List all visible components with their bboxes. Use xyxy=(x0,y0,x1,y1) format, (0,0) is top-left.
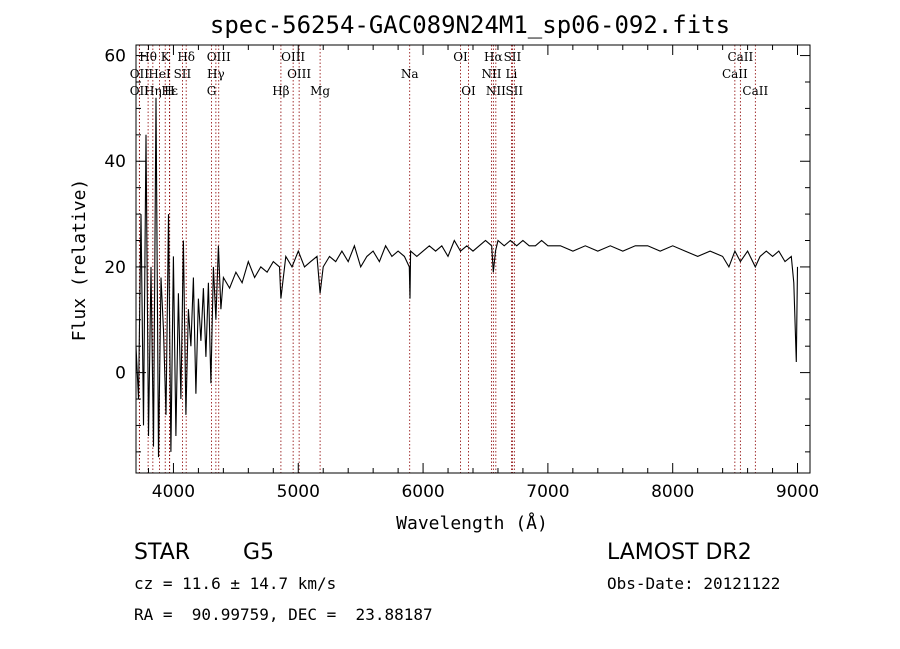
spectral-line-label: Mg xyxy=(310,84,330,98)
spectral-line-label: Hε xyxy=(161,84,178,98)
x-tick-label: 6000 xyxy=(401,482,444,502)
spectral-line-label: HeI xyxy=(148,67,171,81)
chart-title: spec-56254-GAC089N24M1_sp06-092.fits xyxy=(210,11,730,39)
spectral-line-label: Li xyxy=(506,67,518,81)
spectral-line-label: OII xyxy=(130,84,150,98)
subclass-label: G5 xyxy=(243,540,275,565)
spectral-line-label: Hθ xyxy=(139,50,157,64)
spectral-line-markers xyxy=(138,45,756,473)
redshift-readout: cz = 11.6 ± 14.7 km/s xyxy=(134,574,337,593)
spectral-line-label: CaII xyxy=(722,67,748,81)
y-tick-label: 0 xyxy=(115,364,126,384)
spectral-line-label: Hα xyxy=(484,50,503,64)
coordinates-readout: RA = 90.99759, DEC = 23.88187 xyxy=(134,605,433,624)
spectral-line-label: OIII xyxy=(207,50,231,64)
spectral-line-label: OIII xyxy=(281,50,305,64)
spectral-line-label: Hη xyxy=(144,84,162,98)
spectral-line-label: SII xyxy=(505,84,523,98)
spectral-line-label: K xyxy=(161,50,171,64)
spectral-line-label: Hγ xyxy=(207,67,225,81)
spectral-line-label: OI xyxy=(453,50,468,64)
spectral-line-label: OI xyxy=(461,84,476,98)
spectral-line-label: NII xyxy=(486,84,506,98)
spectral-line-label: SII xyxy=(174,67,192,81)
y-tick-label: 20 xyxy=(104,258,126,278)
x-tick-label: 9000 xyxy=(776,482,819,502)
spectral-line-label: OIII xyxy=(287,67,311,81)
spectral-line-label: CaII xyxy=(727,50,753,64)
y-axis-label: Flux (relative) xyxy=(69,179,90,342)
y-tick-label: 60 xyxy=(104,47,126,67)
spectral-line-label: OII xyxy=(130,67,150,81)
y-tick-label: 40 xyxy=(104,152,126,172)
x-tick-label: 5000 xyxy=(277,482,320,502)
x-tick-label: 7000 xyxy=(526,482,569,502)
x-axis-ticks: 4000 5000 6000 7000 8000 9000 xyxy=(147,45,819,502)
x-axis-label: Wavelength (Å) xyxy=(396,512,548,534)
spectral-line-label: G xyxy=(207,84,217,98)
y-axis-ticks: 0 20 40 60 xyxy=(104,47,810,453)
survey-label: LAMOST DR2 xyxy=(607,540,752,565)
spectral-line-label: SII xyxy=(504,50,522,64)
spectrum-series-line xyxy=(135,97,799,458)
spectral-line-label: CaII xyxy=(742,84,768,98)
plot-frame xyxy=(135,44,811,474)
x-tick-label: 8000 xyxy=(651,482,694,502)
spectral-line-label: Na xyxy=(401,67,419,81)
spectral-line-label: NII xyxy=(481,67,501,81)
spectral-line-label: H xyxy=(164,84,174,98)
obs-date-readout: Obs-Date: 20121122 xyxy=(607,574,781,593)
spectral-line-label: Hβ xyxy=(272,84,289,98)
spectral-line-label: Hδ xyxy=(177,50,195,64)
x-tick-label: 4000 xyxy=(152,482,195,502)
classification-label: STAR xyxy=(134,540,191,565)
